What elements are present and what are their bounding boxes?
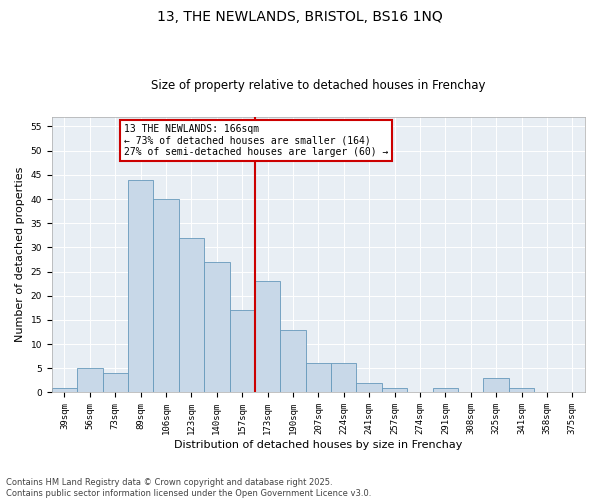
Bar [484, 378, 509, 392]
Bar [433, 388, 458, 392]
Bar [204, 262, 230, 392]
Text: 13 THE NEWLANDS: 166sqm
← 73% of detached houses are smaller (164)
27% of semi-d: 13 THE NEWLANDS: 166sqm ← 73% of detache… [124, 124, 388, 157]
Bar [128, 180, 154, 392]
Bar [154, 199, 179, 392]
Bar [356, 383, 382, 392]
Bar [230, 310, 255, 392]
Bar [382, 388, 407, 392]
Bar [103, 373, 128, 392]
Bar [179, 238, 204, 392]
Title: Size of property relative to detached houses in Frenchay: Size of property relative to detached ho… [151, 79, 485, 92]
Bar [305, 364, 331, 392]
Bar [52, 388, 77, 392]
Bar [280, 330, 305, 392]
Text: 13, THE NEWLANDS, BRISTOL, BS16 1NQ: 13, THE NEWLANDS, BRISTOL, BS16 1NQ [157, 10, 443, 24]
Bar [77, 368, 103, 392]
Bar [255, 281, 280, 392]
Text: Contains HM Land Registry data © Crown copyright and database right 2025.
Contai: Contains HM Land Registry data © Crown c… [6, 478, 371, 498]
X-axis label: Distribution of detached houses by size in Frenchay: Distribution of detached houses by size … [174, 440, 463, 450]
Bar [509, 388, 534, 392]
Bar [331, 364, 356, 392]
Y-axis label: Number of detached properties: Number of detached properties [15, 167, 25, 342]
